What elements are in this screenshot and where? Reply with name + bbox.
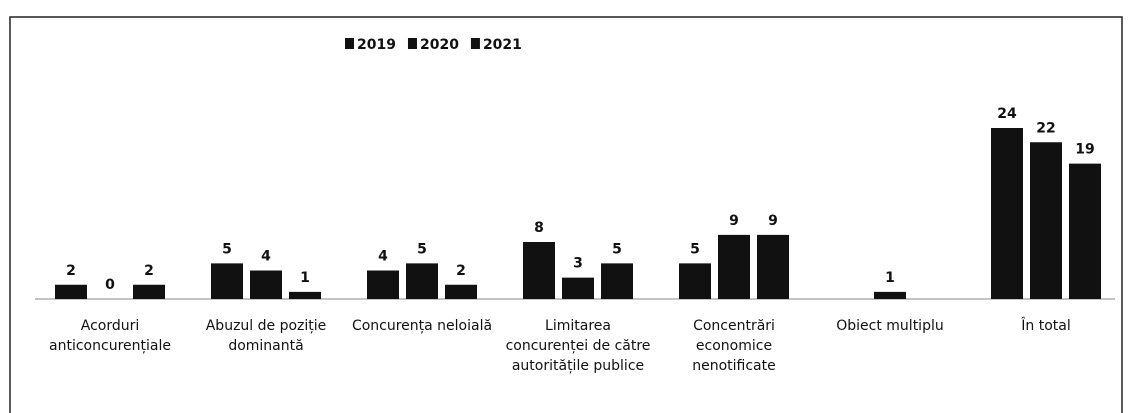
value-label: 19 xyxy=(1075,142,1094,158)
frame xyxy=(9,16,1123,413)
value-label: 4 xyxy=(261,249,271,265)
bar xyxy=(367,270,399,299)
legend-swatch xyxy=(407,38,417,49)
value-label: 1 xyxy=(885,270,895,286)
value-label: 3 xyxy=(573,256,583,272)
x-tick-label: Limitarea concurenței de către autorităț… xyxy=(505,318,651,374)
legend-swatch xyxy=(470,38,480,49)
value-label: 2 xyxy=(456,263,466,279)
value-label: 9 xyxy=(729,213,739,229)
value-label: 2 xyxy=(144,263,154,279)
value-label: 5 xyxy=(417,241,427,257)
value-label: 2 xyxy=(66,263,76,279)
bar xyxy=(55,284,87,299)
bar xyxy=(250,270,282,299)
value-label: 24 xyxy=(997,106,1017,122)
bar xyxy=(445,284,477,299)
bar xyxy=(679,263,711,299)
legend-label: 2019 xyxy=(357,37,396,53)
bar xyxy=(211,263,243,299)
bar xyxy=(991,128,1023,299)
value-label: 1 xyxy=(300,270,310,286)
x-tick-label: Obiect multiplu xyxy=(836,318,944,334)
value-label: 5 xyxy=(612,241,622,257)
bar xyxy=(289,291,321,299)
bar xyxy=(133,284,165,299)
bar xyxy=(562,277,594,299)
value-label: 4 xyxy=(378,249,388,265)
bar xyxy=(757,234,789,299)
bar xyxy=(718,234,750,299)
bar xyxy=(601,263,633,299)
legend-label: 2020 xyxy=(420,37,459,53)
value-label: 9 xyxy=(768,213,778,229)
bar xyxy=(1030,142,1062,299)
x-tick-label: Acorduri anticoncurențiale xyxy=(49,318,171,354)
value-label: 5 xyxy=(222,241,232,257)
legend-label: 2021 xyxy=(483,37,522,53)
x-tick-label: Concurența neloială xyxy=(351,318,493,334)
value-label: 0 xyxy=(105,277,115,293)
value-label: 22 xyxy=(1036,120,1055,136)
legend-swatch xyxy=(345,38,354,49)
x-tick-label: Abuzul de poziție dominantă xyxy=(205,318,327,354)
bar xyxy=(1069,163,1101,299)
value-label: 8 xyxy=(534,220,544,236)
x-tick-label: În total xyxy=(1021,318,1071,334)
x-tick-label: Concentrări economice nenotificate xyxy=(692,318,776,374)
bar xyxy=(874,291,906,299)
bar xyxy=(523,242,555,299)
value-label: 5 xyxy=(690,241,700,257)
bar xyxy=(406,263,438,299)
